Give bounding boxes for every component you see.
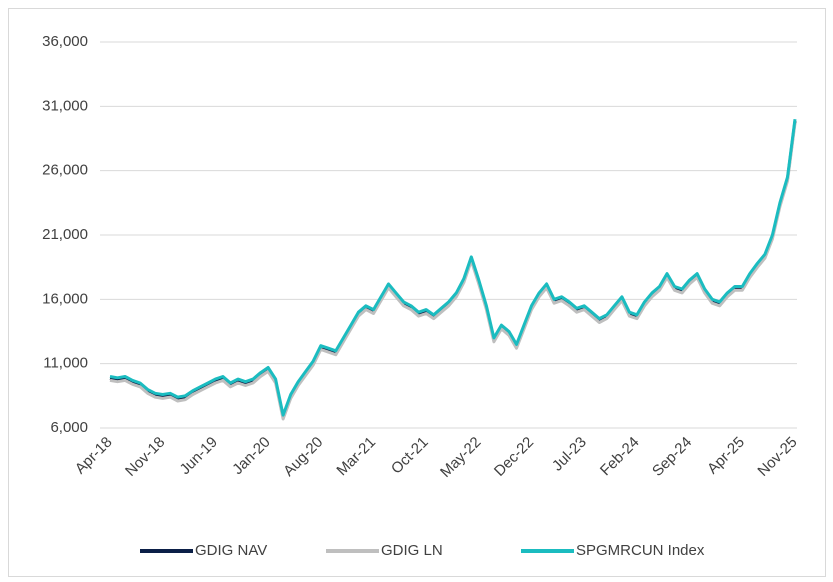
chart-frame [8,8,826,577]
legend-label: SPGMRCUN Index [576,542,705,559]
series-line [109,122,797,421]
series-line [109,119,797,417]
y-tick-label: 31,000 [42,97,88,114]
y-tick-label: 26,000 [42,162,88,179]
y-tick-label: 6,000 [50,419,88,436]
y-tick-label: 36,000 [42,33,88,50]
y-tick-label: 16,000 [42,290,88,307]
y-tick-label: 11,000 [43,355,88,372]
legend-label: GDIG LN [381,542,443,559]
legend-label: GDIG NAV [195,542,267,559]
y-tick-label: 21,000 [42,226,88,243]
